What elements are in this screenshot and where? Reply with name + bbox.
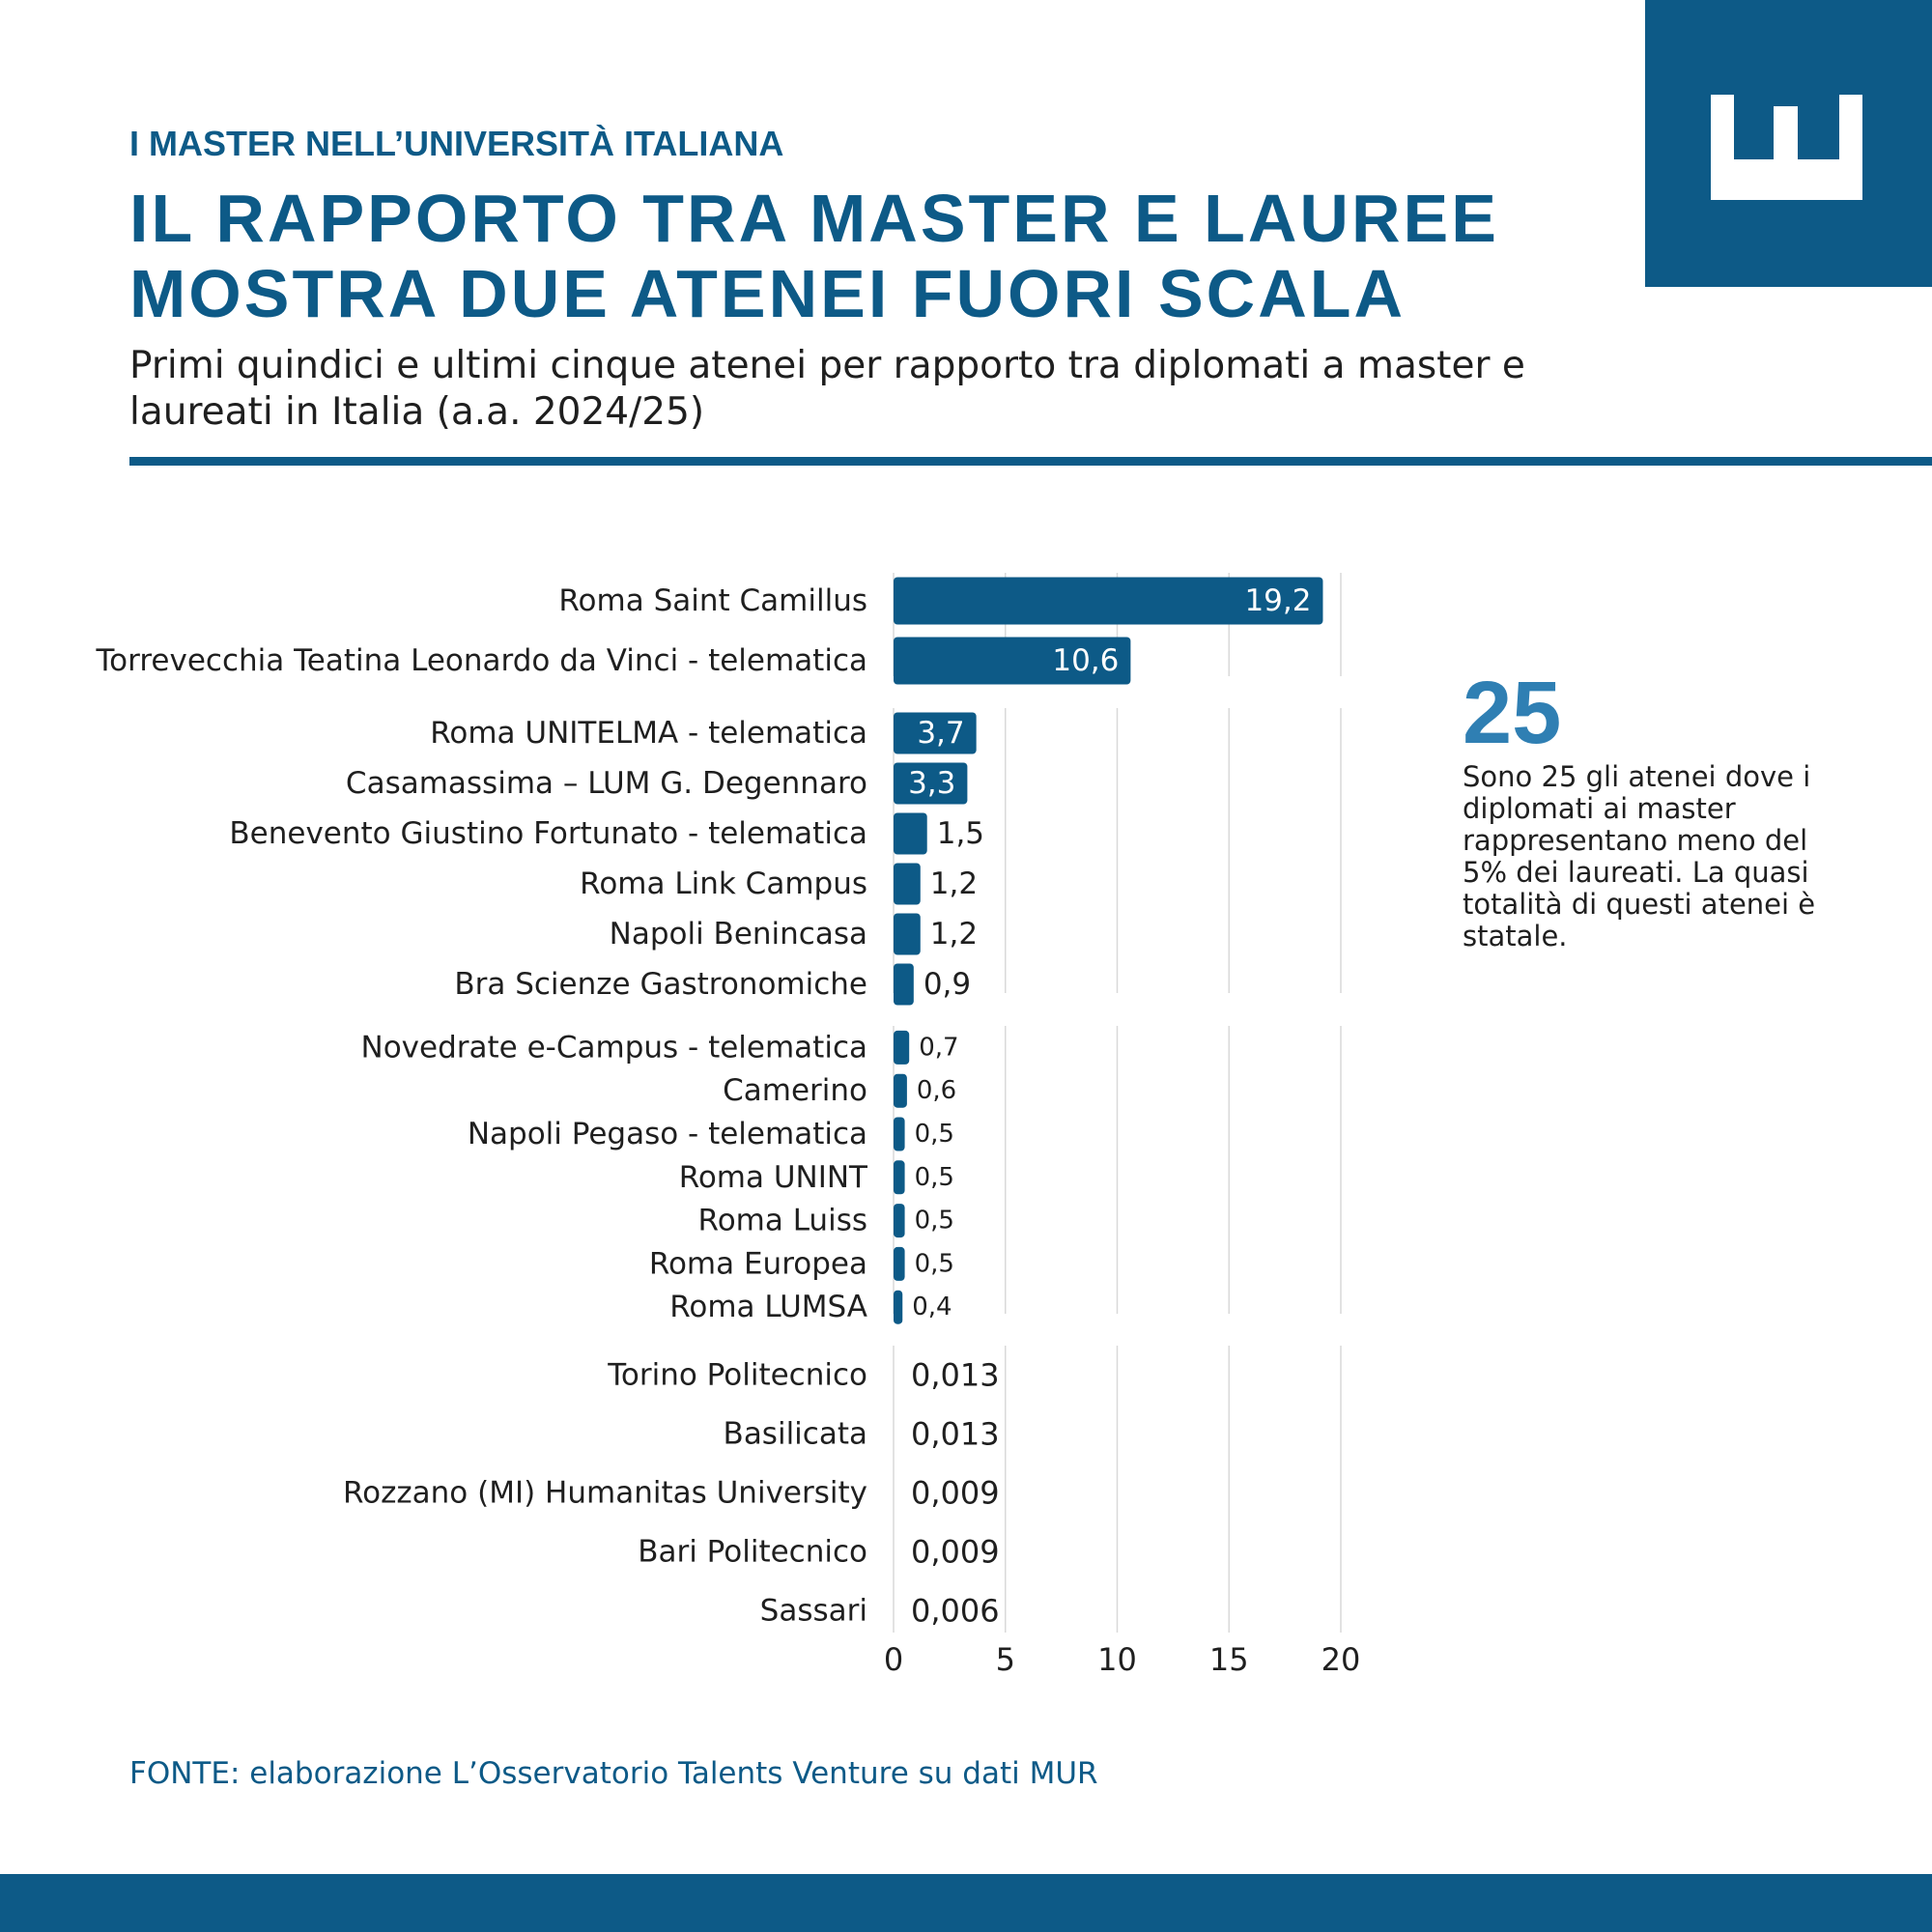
value-label: 10,6 bbox=[1052, 643, 1119, 678]
value-label: 0,5 bbox=[915, 1120, 954, 1149]
bar bbox=[894, 1246, 905, 1281]
category-label: Roma Luiss bbox=[698, 1204, 867, 1238]
bar bbox=[894, 963, 914, 1006]
bar bbox=[894, 863, 921, 905]
bar bbox=[894, 1160, 905, 1195]
category-label: Sassari bbox=[760, 1594, 867, 1629]
x-tick-label: 5 bbox=[996, 1641, 1015, 1678]
category-label: Roma Europea bbox=[649, 1246, 867, 1281]
category-label: Torino Politecnico bbox=[607, 1358, 867, 1393]
page-title: IL RAPPORTO TRA MASTER E LAUREE MOSTRA D… bbox=[129, 181, 1499, 331]
category-label: Casamassima – LUM G. Degennaro bbox=[346, 766, 867, 801]
x-tick-label: 10 bbox=[1097, 1641, 1137, 1678]
source-note: FONTE: elaborazione L’Osservatorio Talen… bbox=[129, 1756, 1098, 1791]
value-label: 1,5 bbox=[937, 816, 984, 851]
title-line-1: IL RAPPORTO TRA MASTER E LAUREE bbox=[129, 181, 1499, 256]
category-label: Torrevecchia Teatina Leonardo da Vinci -… bbox=[96, 643, 867, 678]
category-label: Roma UNITELMA - telematica bbox=[430, 716, 867, 751]
callout-text: Sono 25 gli atenei dove i diplomati ai m… bbox=[1463, 760, 1816, 952]
bar bbox=[894, 812, 927, 855]
x-tick-label: 15 bbox=[1209, 1641, 1249, 1678]
category-label: Bra Scienze Gastronomiche bbox=[454, 967, 867, 1002]
category-label: Benevento Giustino Fortunato - telematic… bbox=[229, 816, 867, 851]
value-label: 0,7 bbox=[919, 1033, 958, 1062]
bar bbox=[894, 1073, 907, 1108]
brand-logo-icon bbox=[1711, 95, 1862, 200]
bar bbox=[894, 1030, 910, 1065]
value-label: 0,013 bbox=[911, 1416, 1000, 1453]
category-label: Rozzano (MI) Humanitas University bbox=[343, 1476, 867, 1511]
value-label: 0,006 bbox=[911, 1593, 1000, 1630]
bar bbox=[894, 577, 1323, 625]
brand-logo-box bbox=[1645, 0, 1932, 287]
value-label: 0,6 bbox=[917, 1076, 956, 1105]
value-label: 0,4 bbox=[912, 1293, 952, 1321]
kicker: I MASTER NELL’UNIVERSITÀ ITALIANA bbox=[129, 124, 784, 163]
header-divider bbox=[129, 457, 1932, 466]
value-label: 0,013 bbox=[911, 1357, 1000, 1394]
category-label: Bari Politecnico bbox=[638, 1535, 867, 1570]
value-label: 0,5 bbox=[915, 1249, 954, 1278]
category-label: Camerino bbox=[723, 1073, 867, 1108]
chart-subtitle: Primi quindici e ultimi cinque atenei pe… bbox=[129, 344, 1525, 434]
bar bbox=[894, 1117, 905, 1151]
value-label: 3,7 bbox=[917, 716, 964, 751]
value-label: 3,3 bbox=[908, 766, 955, 801]
bar bbox=[894, 762, 968, 805]
category-label: Roma Saint Camillus bbox=[558, 583, 867, 618]
bar bbox=[894, 712, 977, 754]
bar bbox=[894, 1290, 903, 1324]
bar-chart: Roma Saint Camillus 19,2 Torrevecchia Teat… bbox=[96, 573, 1361, 1678]
category-label: Napoli Pegaso - telematica bbox=[468, 1117, 867, 1151]
value-label: 0,009 bbox=[911, 1475, 1000, 1512]
value-label: 1,2 bbox=[930, 917, 978, 952]
value-label: 0,5 bbox=[915, 1163, 954, 1192]
category-label: Basilicata bbox=[724, 1417, 867, 1452]
x-tick-label: 20 bbox=[1321, 1641, 1361, 1678]
title-line-2: MOSTRA DUE ATENEI FUORI SCALA bbox=[129, 255, 1406, 331]
bar bbox=[894, 1204, 905, 1238]
x-tick-label: 0 bbox=[884, 1641, 903, 1678]
value-label: 1,2 bbox=[930, 867, 978, 901]
value-label: 0,9 bbox=[923, 967, 971, 1002]
value-label: 0,5 bbox=[915, 1207, 954, 1236]
value-label: 0,009 bbox=[911, 1534, 1000, 1571]
category-label: Roma LUMSA bbox=[669, 1290, 867, 1324]
value-label: 19,2 bbox=[1244, 583, 1311, 618]
category-label: Novedrate e-Campus - telematica bbox=[361, 1030, 867, 1065]
bar bbox=[894, 637, 1131, 685]
callout-number: 25 bbox=[1463, 664, 1562, 762]
category-label: Napoli Benincasa bbox=[610, 917, 867, 952]
bar bbox=[894, 913, 921, 955]
category-label: Roma Link Campus bbox=[580, 867, 867, 901]
footer-bar bbox=[0, 1874, 1932, 1932]
category-label: Roma UNINT bbox=[679, 1160, 868, 1195]
